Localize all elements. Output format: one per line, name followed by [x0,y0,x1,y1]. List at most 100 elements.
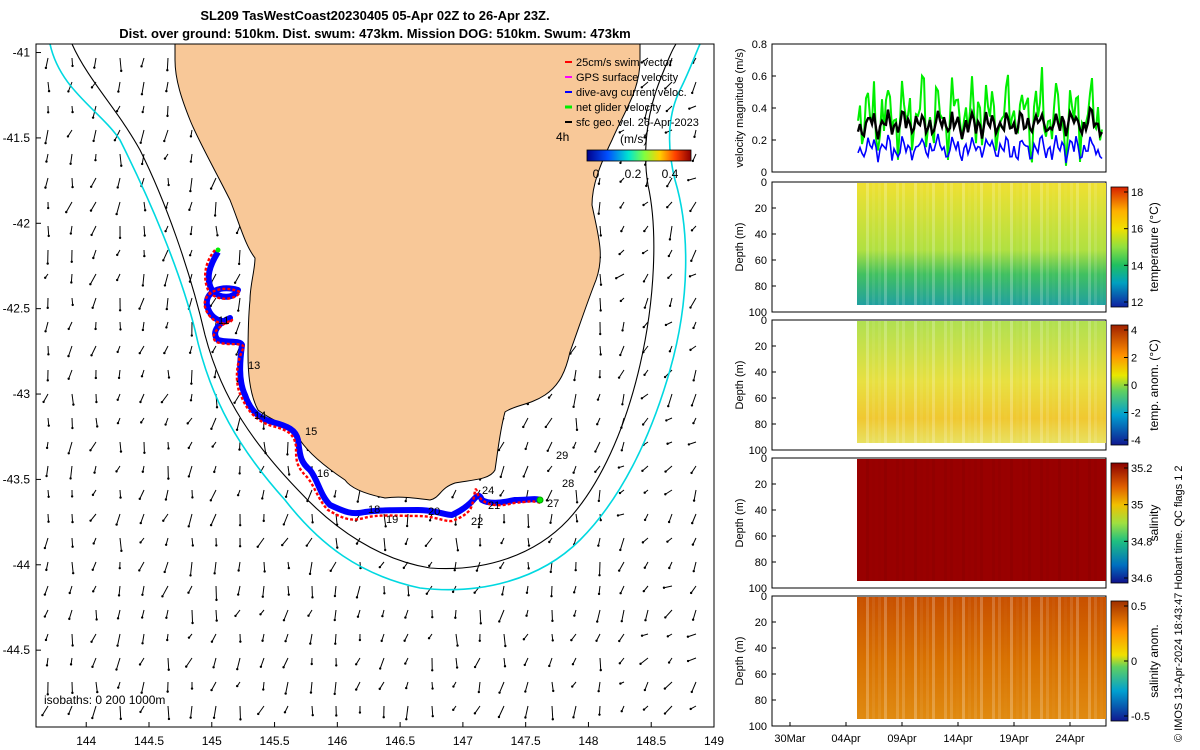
section-streak [1052,597,1055,719]
velocity-arrow-head [141,375,143,377]
section-streak [866,321,869,443]
colorbar-tick-label: 35.2 [1131,463,1152,475]
velocity-arrow-head [236,685,238,687]
velocity-arrow-head [576,429,578,431]
velocity-arrow-head [334,595,336,597]
velocity-arrow-head [619,206,621,208]
velocity-arrow-head [215,544,217,546]
section-streak [902,183,905,305]
velocity-ytick-label: 0.2 [752,135,767,147]
section-streak [1040,459,1043,581]
section-streak [860,183,863,305]
velocity-arrow-head [257,546,259,548]
velocity-arrow-head [550,595,552,597]
section-streak [1064,321,1067,443]
velocity-arrow-head [190,399,192,401]
velocity-arrow-head [47,379,49,381]
velocity-arrow-head [643,326,645,328]
colorbar-tick-label: 0.5 [1131,601,1146,613]
velocity-arrow-head [598,574,600,576]
velocity-arrow-head [47,207,49,209]
section-streak [908,597,911,719]
velocity-arrow-head [236,668,238,670]
colorbar-tick-label: -2 [1131,408,1141,420]
section-streak [1094,183,1097,305]
velocity-arrow-head [668,661,670,663]
section-streak [1052,459,1055,581]
time-xtick-label: 30Mar [774,733,806,745]
section-streak [872,459,875,581]
velocity-arrow-head [599,333,601,335]
section-streak [878,183,881,305]
section-ytick-label: 60 [755,669,767,681]
velocity-arrow-head [642,204,644,206]
velocity-arrow-head [67,355,69,357]
velocity-arrow-head [216,234,218,236]
velocity-arrow-head [90,186,92,188]
velocity-arrow-head [355,688,357,690]
velocity-arrow-head [257,713,259,715]
velocity-arrow-head [190,233,192,235]
velocity-arrow-head [665,324,667,326]
velocity-arrow-head [598,713,600,715]
section-streak [1100,321,1103,443]
colorbar-tick-0: 0 [593,167,600,181]
velocity-arrow-head [141,93,143,95]
velocity-arrow-head [143,255,145,257]
velocity-arrow-head [429,519,431,521]
section-streak [1022,597,1025,719]
velocity-arrow-head [261,497,263,499]
velocity-arrow-head [334,693,336,695]
velocity-arrow-head [164,423,166,425]
velocity-arrow-head [70,663,72,665]
section-streak [956,459,959,581]
section-streak [920,459,923,581]
section-streak [872,183,875,305]
velocity-arrow-head [619,181,621,183]
velocity-arrow-head [312,714,314,716]
velocity-arrow-head [689,306,691,308]
section-streak [944,459,947,581]
velocity-arrow-head [474,712,476,714]
velocity-arrow-head [523,475,525,477]
section-streak [956,321,959,443]
section-streak [1058,459,1061,581]
velocity-arrow-head [117,422,119,424]
map-xtick-label: 145.5 [260,734,290,748]
section-clabel: temp. anom. (°C) [1147,339,1161,431]
velocity-arrow-head [642,252,644,254]
velocity-arrow-head [163,571,165,573]
velocity-arrow-head [689,349,691,351]
velocity-arrow-head [306,544,308,546]
section-ytick-label: 0 [761,315,767,327]
velocity-arrow-head [140,142,142,144]
velocity-arrow-head [166,639,168,641]
velocity-arrow-head [215,619,217,621]
section-streak [908,459,911,581]
section-streak [884,183,887,305]
section-streak [992,459,995,581]
section-streak [980,459,983,581]
velocity-arrow-head [118,594,120,596]
section-ytick-label: 40 [755,505,767,517]
velocity-arrow-head [523,638,525,640]
velocity-arrow-head [572,716,574,718]
velocity-arrow [287,442,288,454]
velocity-arrow-head [68,328,70,330]
velocity-arrow-head [162,520,164,522]
section-streak [992,321,995,443]
velocity-arrow-head [452,591,454,593]
velocity-arrow-head [599,309,601,311]
glider-end-marker [537,497,543,503]
section-streak [944,597,947,719]
velocity-arrow-head [90,354,92,356]
velocity-arrow-head [94,159,96,161]
velocity-arrow-head [142,284,144,286]
section-streak [1100,183,1103,305]
velocity-arrow-head [210,689,212,691]
section-ylabel: Depth (m) [734,499,746,548]
velocity-arrow-head [309,573,311,575]
section-streak [1016,321,1019,443]
velocity-arrow-head [70,232,72,234]
section-streak [1004,321,1007,443]
